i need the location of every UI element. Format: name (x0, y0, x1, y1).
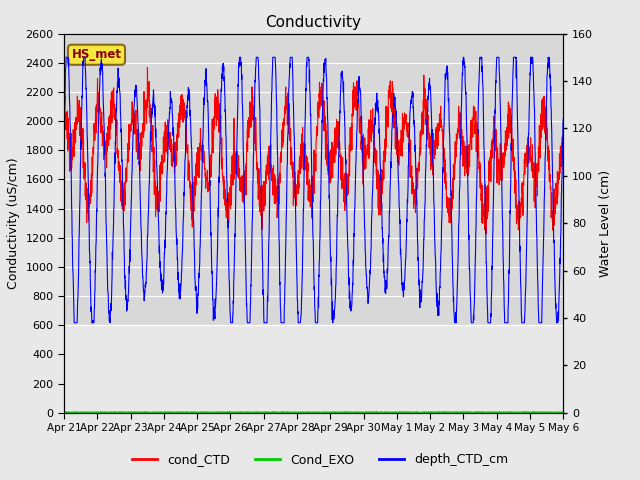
Legend: cond_CTD, Cond_EXO, depth_CTD_cm: cond_CTD, Cond_EXO, depth_CTD_cm (127, 448, 513, 471)
Y-axis label: Water Level (cm): Water Level (cm) (599, 169, 612, 277)
Text: HS_met: HS_met (72, 48, 122, 61)
Y-axis label: Conductivity (uS/cm): Conductivity (uS/cm) (7, 157, 20, 289)
Bar (64, 34, 563, 325)
Title: Conductivity: Conductivity (266, 15, 362, 30)
